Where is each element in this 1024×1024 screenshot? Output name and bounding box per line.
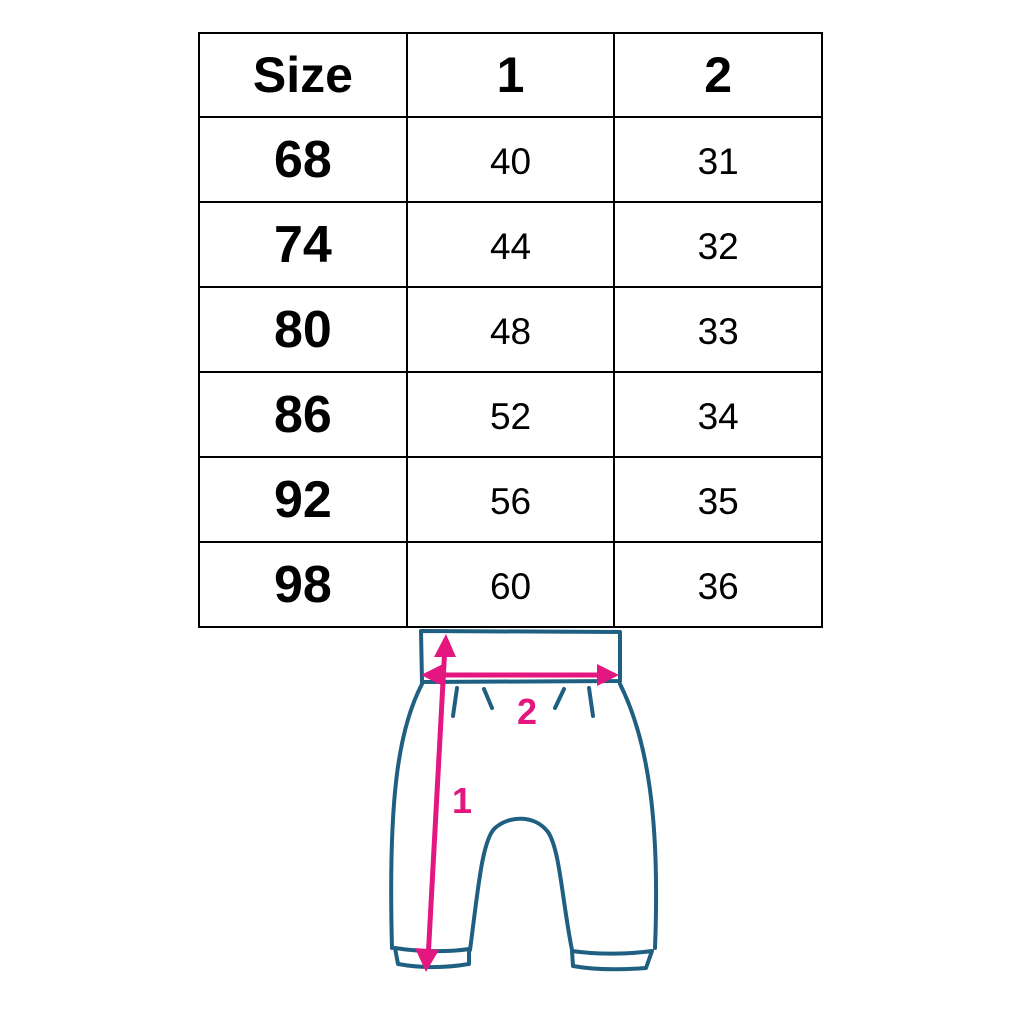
label-width: 2 xyxy=(517,691,537,732)
size-cell: 80 xyxy=(198,286,408,373)
length-arrow-head-bottom xyxy=(415,948,439,972)
size-cell: 98 xyxy=(198,541,408,628)
table-row: 74 44 32 xyxy=(198,201,823,288)
length-cell: 40 xyxy=(405,116,616,203)
width-cell: 34 xyxy=(613,371,823,458)
length-arrow-head-top xyxy=(434,634,456,657)
table-row: 68 40 31 xyxy=(198,116,823,203)
width-cell: 36 xyxy=(613,541,823,628)
size-cell: 68 xyxy=(198,116,408,203)
size-table: Size 1 2 68 40 31 74 44 32 80 48 33 86 5… xyxy=(198,32,823,628)
table-row: 98 60 36 xyxy=(198,541,823,628)
length-cell: 44 xyxy=(405,201,616,288)
length-cell: 60 xyxy=(405,541,616,628)
width-cell: 32 xyxy=(613,201,823,288)
header-measure-2: 2 xyxy=(613,32,823,118)
size-cell: 86 xyxy=(198,371,408,458)
width-cell: 31 xyxy=(613,116,823,203)
pleats xyxy=(451,686,595,718)
pants-body-outline xyxy=(389,682,659,952)
length-arrow-line xyxy=(425,644,448,961)
size-cell: 74 xyxy=(198,201,408,288)
label-length: 1 xyxy=(452,780,472,821)
right-cuff xyxy=(570,949,654,972)
table-row: 92 56 35 xyxy=(198,456,823,543)
header-size: Size xyxy=(198,32,408,118)
waistband xyxy=(419,629,622,684)
length-cell: 52 xyxy=(405,371,616,458)
width-cell: 33 xyxy=(613,286,823,373)
table-row: 80 48 33 xyxy=(198,286,823,373)
width-arrow-head-left xyxy=(421,664,443,686)
length-cell: 56 xyxy=(405,456,616,543)
header-measure-1: 1 xyxy=(405,32,616,118)
width-arrow-head-right xyxy=(597,664,619,686)
table-row: 86 52 34 xyxy=(198,371,823,458)
table-header-row: Size 1 2 xyxy=(198,32,823,118)
length-cell: 48 xyxy=(405,286,616,373)
width-cell: 35 xyxy=(613,456,823,543)
size-cell: 92 xyxy=(198,456,408,543)
